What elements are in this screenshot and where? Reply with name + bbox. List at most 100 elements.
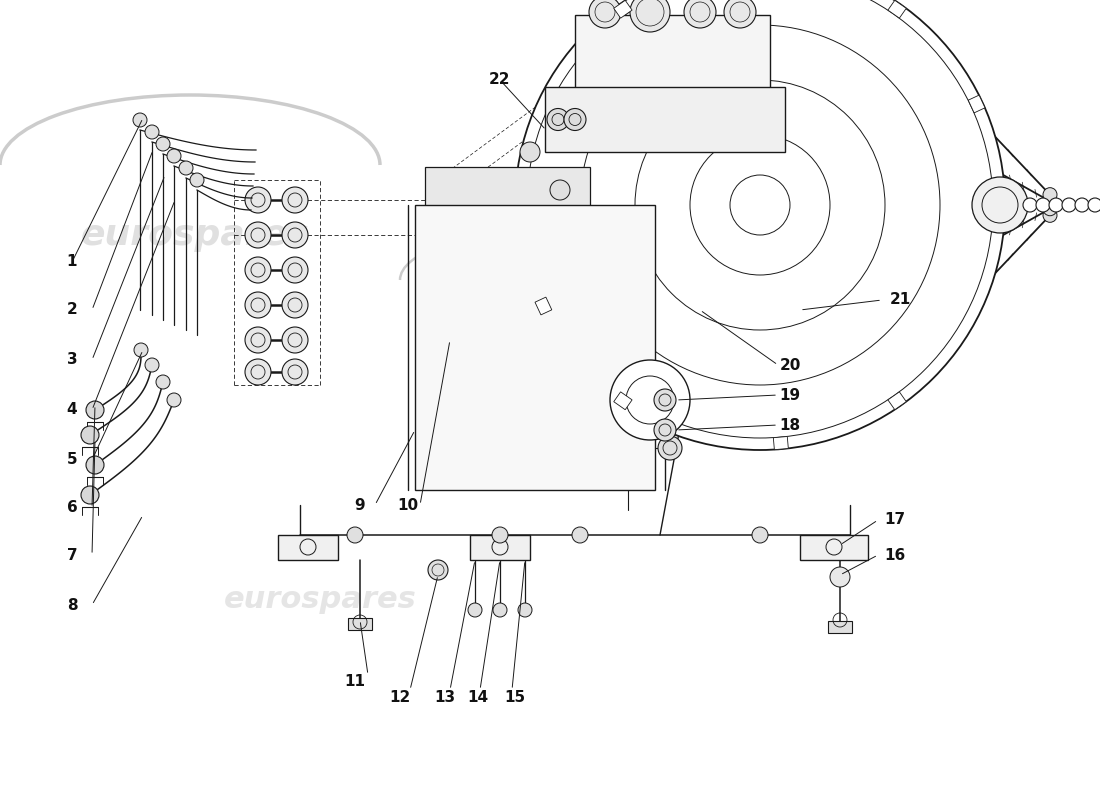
- Circle shape: [630, 0, 670, 32]
- Circle shape: [451, 235, 465, 249]
- Circle shape: [245, 327, 271, 353]
- Circle shape: [282, 222, 308, 248]
- Bar: [425, 167, 590, 215]
- Text: 14: 14: [468, 690, 488, 705]
- Polygon shape: [614, 392, 632, 410]
- Circle shape: [245, 187, 271, 213]
- Text: 15: 15: [505, 690, 526, 705]
- Text: eurospares: eurospares: [80, 218, 309, 252]
- Circle shape: [474, 301, 502, 329]
- Circle shape: [190, 173, 204, 187]
- Text: 16: 16: [884, 547, 905, 562]
- Circle shape: [520, 142, 540, 162]
- Circle shape: [86, 456, 104, 474]
- Circle shape: [282, 359, 308, 385]
- Circle shape: [724, 0, 756, 28]
- Circle shape: [179, 161, 192, 175]
- Text: autospares: autospares: [541, 308, 698, 332]
- Circle shape: [1043, 194, 1057, 208]
- Text: 4: 4: [67, 402, 77, 418]
- Circle shape: [1036, 198, 1050, 212]
- Bar: [415, 205, 654, 490]
- Circle shape: [133, 113, 147, 127]
- Circle shape: [282, 187, 308, 213]
- Circle shape: [481, 271, 495, 285]
- Text: 1: 1: [67, 254, 77, 270]
- Polygon shape: [535, 297, 552, 315]
- Circle shape: [654, 419, 676, 441]
- Circle shape: [572, 527, 588, 543]
- Circle shape: [492, 527, 508, 543]
- Circle shape: [1043, 188, 1057, 202]
- Text: 20: 20: [779, 358, 801, 373]
- Circle shape: [1043, 208, 1057, 222]
- Polygon shape: [614, 0, 632, 18]
- Circle shape: [500, 330, 520, 350]
- Bar: [470, 535, 530, 560]
- Circle shape: [474, 264, 502, 292]
- Circle shape: [1062, 198, 1076, 212]
- Text: 18: 18: [780, 418, 801, 433]
- Circle shape: [451, 271, 465, 285]
- Text: eurospares: eurospares: [223, 586, 417, 614]
- Circle shape: [245, 359, 271, 385]
- Circle shape: [474, 228, 502, 256]
- Circle shape: [481, 235, 495, 249]
- Circle shape: [346, 527, 363, 543]
- Text: 19: 19: [780, 387, 801, 402]
- Circle shape: [573, 240, 597, 264]
- Circle shape: [460, 330, 480, 350]
- Circle shape: [588, 0, 621, 28]
- Text: 5: 5: [67, 453, 77, 467]
- Circle shape: [547, 109, 569, 130]
- Circle shape: [540, 330, 560, 350]
- Text: 9: 9: [354, 498, 365, 513]
- Bar: [800, 535, 868, 560]
- Text: 11: 11: [344, 674, 365, 690]
- Circle shape: [245, 257, 271, 283]
- Circle shape: [81, 486, 99, 504]
- Circle shape: [515, 0, 1005, 450]
- Bar: [575, 15, 770, 90]
- Circle shape: [444, 264, 472, 292]
- Circle shape: [156, 137, 170, 151]
- Bar: [544, 87, 785, 152]
- Circle shape: [1049, 198, 1063, 212]
- Text: 2: 2: [67, 302, 77, 318]
- Text: 3: 3: [67, 353, 77, 367]
- Circle shape: [468, 603, 482, 617]
- Circle shape: [493, 603, 507, 617]
- Text: 8: 8: [67, 598, 77, 613]
- Polygon shape: [888, 0, 906, 18]
- Circle shape: [145, 358, 160, 372]
- Bar: [430, 215, 585, 340]
- Circle shape: [245, 222, 271, 248]
- Circle shape: [444, 228, 472, 256]
- Text: 10: 10: [397, 498, 419, 513]
- Circle shape: [428, 560, 448, 580]
- Circle shape: [167, 149, 182, 163]
- Text: 21: 21: [890, 293, 911, 307]
- Circle shape: [1043, 202, 1057, 216]
- Text: 6: 6: [67, 501, 77, 515]
- Circle shape: [167, 393, 182, 407]
- Circle shape: [564, 109, 586, 130]
- Text: 17: 17: [884, 513, 905, 527]
- Polygon shape: [888, 392, 906, 410]
- Text: 22: 22: [490, 73, 510, 87]
- Circle shape: [451, 308, 465, 322]
- Circle shape: [444, 301, 472, 329]
- Circle shape: [245, 292, 271, 318]
- Circle shape: [282, 257, 308, 283]
- Circle shape: [145, 125, 160, 139]
- Circle shape: [156, 375, 170, 389]
- Bar: [348, 618, 372, 630]
- Bar: [278, 535, 338, 560]
- Circle shape: [86, 401, 104, 419]
- Bar: [828, 621, 852, 633]
- Circle shape: [282, 327, 308, 353]
- Circle shape: [658, 436, 682, 460]
- Circle shape: [573, 290, 597, 314]
- Text: 13: 13: [434, 690, 455, 705]
- Circle shape: [1088, 198, 1100, 212]
